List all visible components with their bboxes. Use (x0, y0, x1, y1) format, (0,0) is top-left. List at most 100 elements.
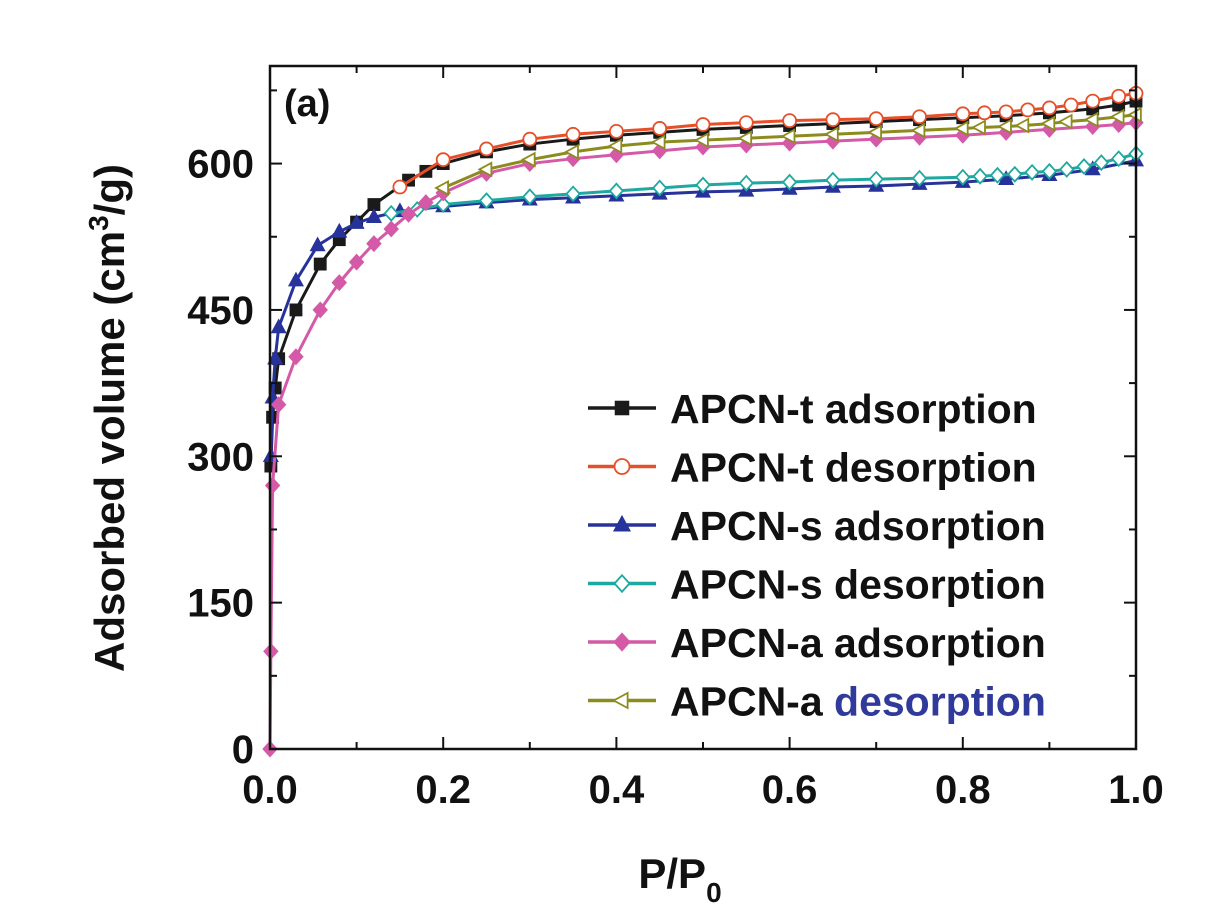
data-point (1085, 93, 1101, 109)
data-point (868, 111, 884, 127)
legend: APCN-t adsorption APCN-t desorption APCN-s… (588, 386, 1046, 725)
plot-frame (268, 64, 1138, 751)
y-tick-label: 150 (187, 582, 254, 626)
legend-entry: APCN-a adsorption (588, 620, 1046, 666)
data-point (479, 141, 494, 157)
data-point (1042, 100, 1057, 116)
data-point (695, 176, 711, 194)
data-point (1024, 163, 1040, 181)
legend-entry: APCN-t desorption (588, 445, 1037, 491)
legend-label-text: APCN-a adsorption (670, 620, 1046, 666)
data-point (989, 166, 1006, 184)
data-point (270, 318, 287, 334)
data-point (823, 126, 839, 143)
data-point (953, 120, 969, 137)
data-point (825, 112, 841, 128)
x-tick-label: 0.4 (589, 768, 645, 812)
data-point (1063, 97, 1079, 113)
y-tick-label: 450 (187, 289, 254, 333)
data-point (400, 205, 417, 223)
x-tick-label: 0.2 (415, 768, 471, 812)
series-layer (262, 85, 1145, 758)
legend-label: APCN-a adsorption (670, 620, 1046, 666)
legend-entry: APCN-s desorption (588, 562, 1046, 608)
data-point (348, 253, 365, 271)
data-point (737, 130, 753, 147)
data-point (1109, 108, 1125, 125)
data-point (288, 348, 304, 366)
y-axis-label: Adsorbed volume (cm3/g) (83, 164, 133, 672)
data-point (867, 124, 882, 141)
x-axis-label-subscript: 0 (706, 877, 722, 908)
x-tick-label: 1.0 (1108, 768, 1164, 812)
data-point (1041, 162, 1058, 180)
y-axis-label-end: /g) (86, 164, 133, 215)
legend-label-text: APCN-s adsorption (670, 503, 1046, 549)
data-point (998, 170, 1015, 185)
data-point (522, 131, 538, 147)
legend-label: APCN-s adsorption (670, 503, 1046, 549)
legend-label: APCN-a desorption (670, 679, 1046, 725)
data-point (1059, 160, 1075, 178)
legend-label-text: APCN-a (670, 679, 834, 725)
data-point (564, 143, 579, 160)
data-point (477, 161, 493, 178)
y-tick-label: 0 (232, 728, 254, 772)
data-point (971, 119, 986, 136)
legend-label: APCN-s desorption (670, 562, 1046, 608)
legend-entry: APCN-a desorption (588, 679, 1046, 725)
data-point (868, 170, 884, 188)
data-point (650, 134, 666, 151)
data-point (780, 128, 796, 145)
data-point (613, 632, 631, 652)
y-tick-label: 300 (187, 435, 254, 479)
data-point (738, 115, 754, 130)
data-point (565, 185, 581, 203)
data-point (825, 171, 841, 189)
data-point (613, 573, 631, 594)
data-point (522, 188, 538, 206)
data-point (435, 152, 451, 168)
series-1 (392, 85, 1144, 195)
data-point (998, 104, 1014, 120)
data-point (612, 514, 632, 532)
data-point (1093, 154, 1110, 172)
x-tick-label: 0.6 (762, 768, 818, 812)
data-point (289, 303, 303, 317)
data-point (955, 106, 971, 122)
y-tick-label: 600 (187, 143, 254, 187)
data-point (912, 109, 927, 125)
data-point (309, 236, 326, 252)
data-point (383, 220, 399, 238)
data-point (781, 173, 798, 191)
legend-label: APCN-t desorption (670, 445, 1037, 491)
data-point (1110, 150, 1127, 168)
data-point (782, 113, 797, 129)
series-5 (434, 106, 1142, 196)
data-point (910, 122, 926, 139)
data-point (478, 192, 495, 210)
data-point (1014, 117, 1030, 134)
y-axis-label-superscript: 3 (83, 215, 114, 231)
x-axis-label: P/P0 (638, 850, 721, 908)
data-point (267, 349, 284, 365)
data-point (287, 271, 304, 287)
data-point (1040, 115, 1056, 132)
panel-label: (a) (284, 83, 330, 125)
series-line (399, 91, 1137, 189)
data-point (434, 179, 449, 196)
data-point (520, 151, 536, 168)
data-point (611, 691, 629, 710)
data-point (1020, 102, 1036, 118)
data-point (652, 121, 668, 136)
data-point (331, 274, 347, 292)
data-point (313, 257, 327, 271)
data-point (609, 123, 624, 139)
legend-entry: APCN-t adsorption (588, 386, 1037, 432)
data-point (608, 182, 625, 200)
data-point (392, 179, 408, 195)
legend-label: APCN-t adsorption (670, 386, 1037, 432)
data-point (565, 126, 581, 142)
data-point (997, 118, 1012, 135)
